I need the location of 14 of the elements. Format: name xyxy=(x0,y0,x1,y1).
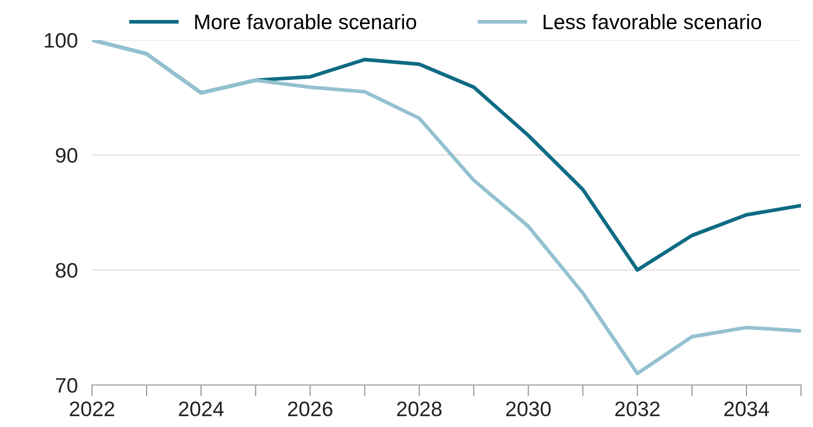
x-tick-label: 2034 xyxy=(724,402,770,416)
y-tick-label: 100 xyxy=(44,33,78,48)
x-tick-label: 2030 xyxy=(506,402,551,416)
x-tick-label: 2032 xyxy=(615,402,660,416)
y-tick-label: 80 xyxy=(56,263,78,278)
x-tick-label: 2028 xyxy=(397,402,442,416)
x-tick-label: 2024 xyxy=(178,402,224,416)
legend-label: Less favorable scenario xyxy=(544,14,762,30)
line-series xyxy=(92,40,801,376)
y-tick-label: 70 xyxy=(56,378,78,393)
legend-label: More favorable scenario xyxy=(195,14,416,30)
y-tick-label: 90 xyxy=(56,148,78,163)
x-tick-label: 2026 xyxy=(288,402,332,416)
x-tick-label: 2022 xyxy=(70,402,114,416)
